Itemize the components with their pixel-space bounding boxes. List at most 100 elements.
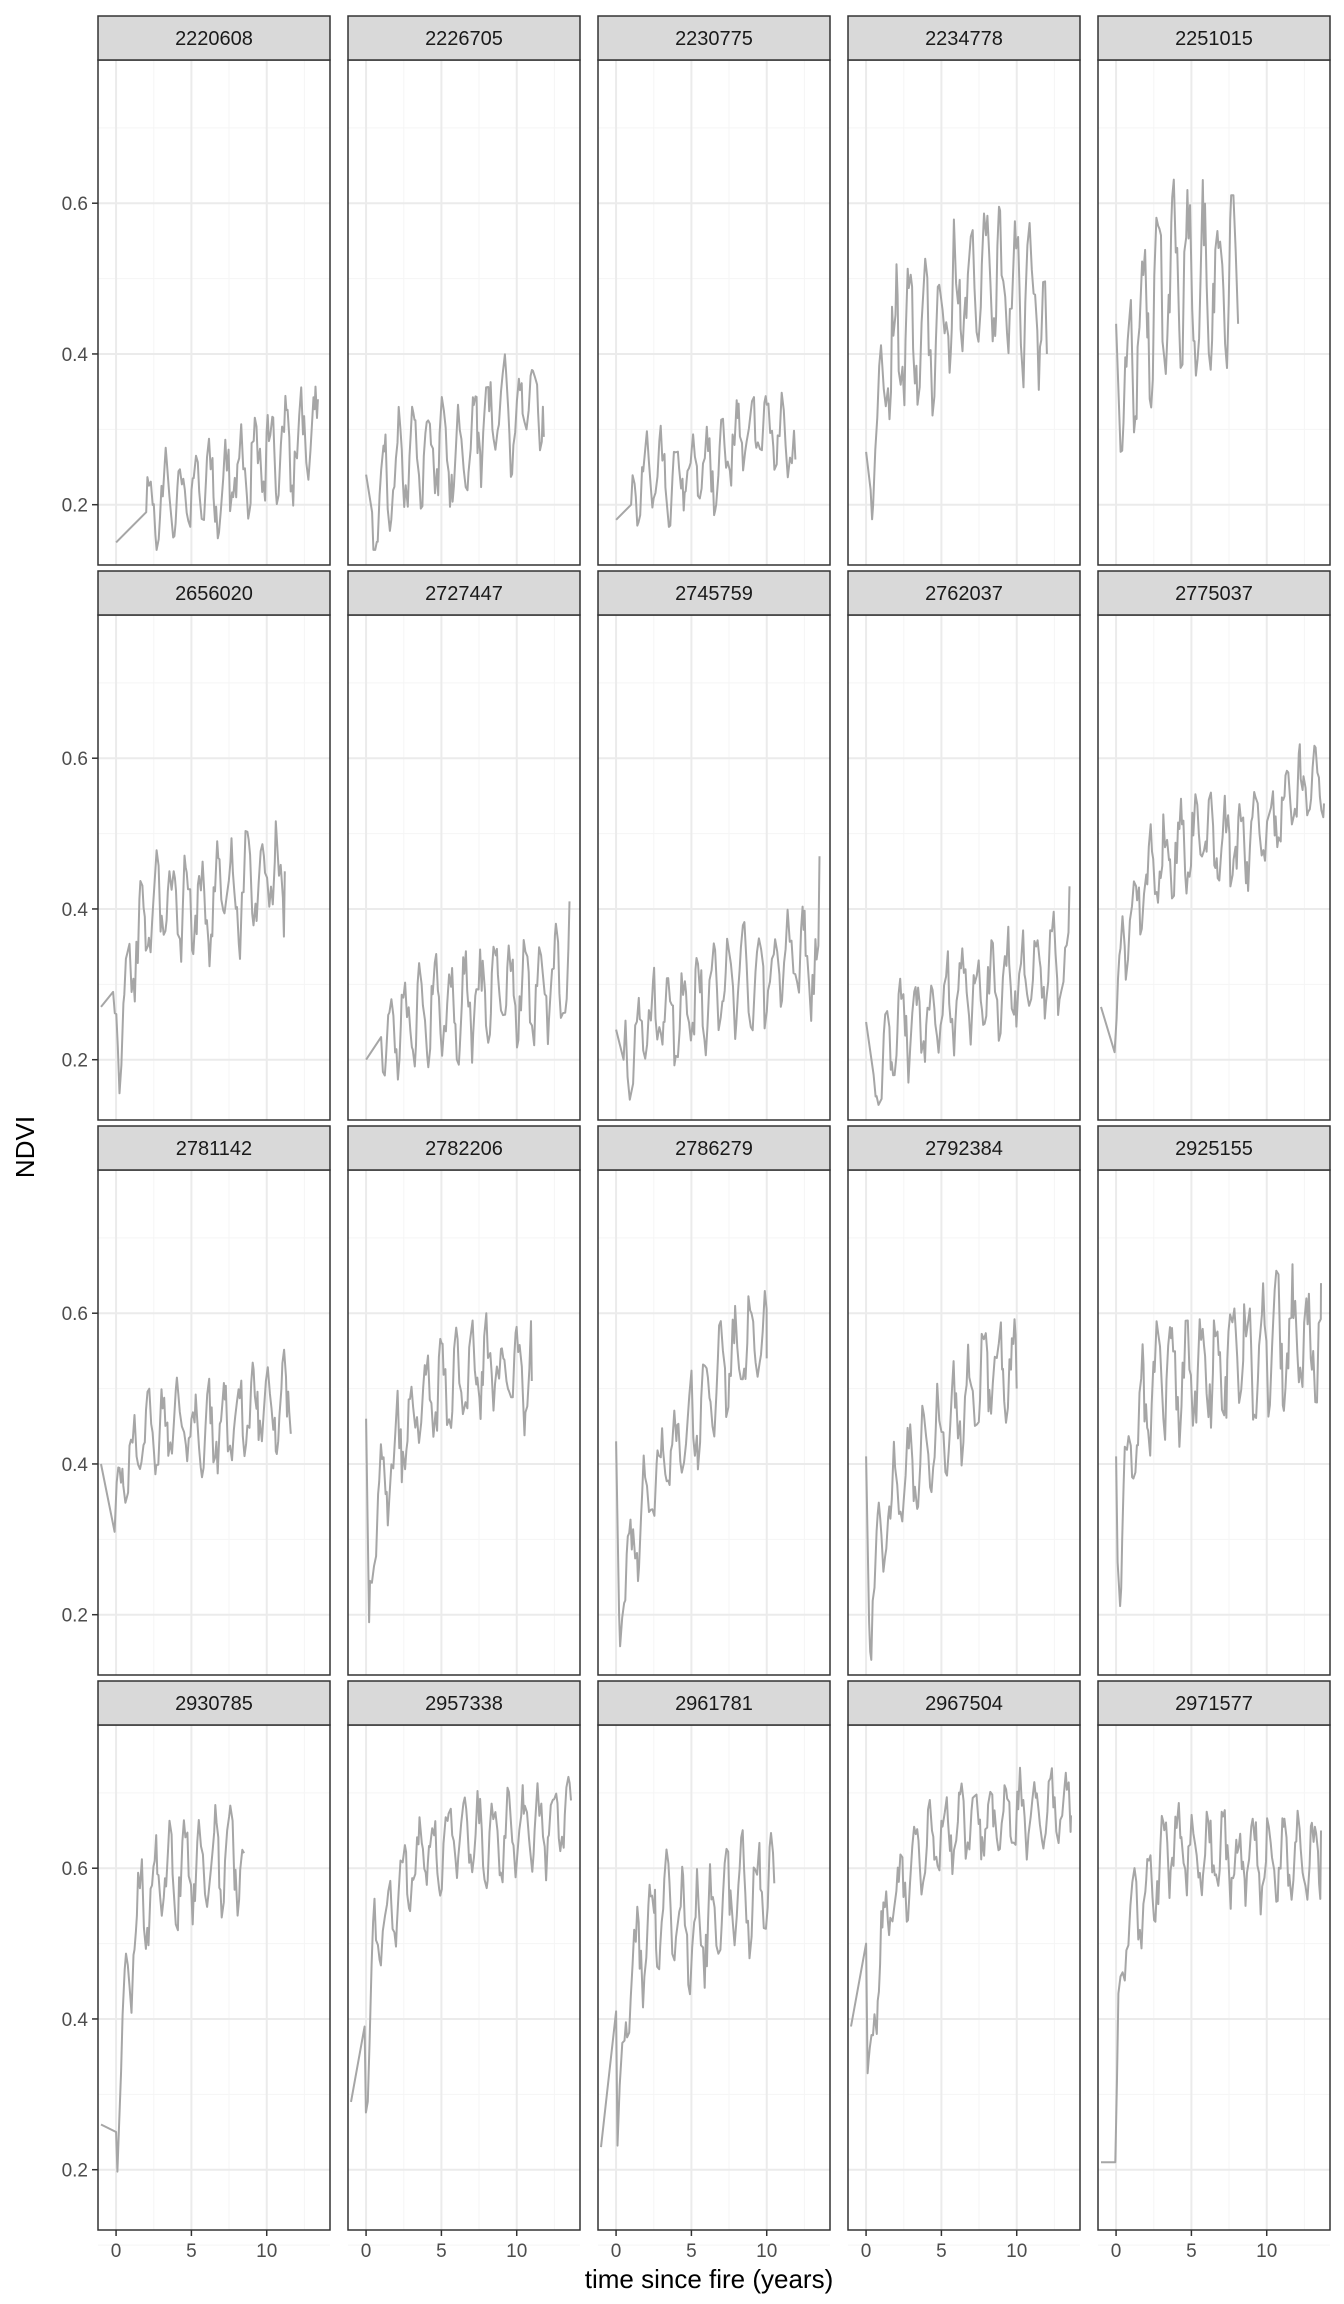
facet-strip-label: 2930785 (175, 1693, 253, 1715)
facet-strip-label: 2961781 (675, 1693, 753, 1715)
y-tick-label: 0.6 (62, 749, 88, 770)
x-tick-label: 10 (1256, 2241, 1277, 2262)
series-line-2786279 (615, 1290, 768, 1648)
facet-strip (1097, 1680, 1331, 1726)
y-tick-label: 0.2 (62, 2161, 88, 2182)
facet-panel-2234778: 2234778 (847, 15, 1081, 581)
series-line-2792384 (865, 1318, 1018, 1661)
x-tick-label: 0 (111, 2241, 122, 2262)
facet-panel-2967504: 2967504 0 5 10 (847, 1680, 1081, 2262)
facet-strip-label: 2762037 (925, 583, 1003, 605)
panel-background (348, 60, 580, 565)
panel-background (348, 615, 580, 1120)
series-line-2762037 (865, 886, 1071, 1106)
facet-panel-2961781: 2961781 0 5 10 (597, 1680, 831, 2262)
panel-background (98, 1725, 330, 2230)
series-line-2782206 (365, 1312, 533, 1624)
y-tick-label: 0.6 (62, 1859, 88, 1880)
facet-panel-2727447: 2727447 (347, 570, 581, 1136)
x-tick-label: 10 (506, 2241, 527, 2262)
facet-strip (597, 15, 831, 61)
panel-background (1098, 1170, 1330, 1675)
panel-background (598, 1725, 830, 2230)
facet-strip (347, 1125, 581, 1171)
facet-strip-label: 2925155 (1175, 1138, 1253, 1160)
x-tick-label: 10 (756, 2241, 777, 2262)
facet-strip (847, 570, 1081, 616)
x-tick-label: 5 (686, 2241, 697, 2262)
facet-panel-2786279: 2786279 (597, 1125, 831, 1691)
series-line-2251015 (1115, 178, 1240, 453)
series-line-2781142 (100, 1348, 292, 1533)
facet-panel-2782206: 2782206 (347, 1125, 581, 1691)
facet-panel-2925155: 2925155 (1097, 1125, 1331, 1691)
facet-strip (847, 1680, 1081, 1726)
facet-panel-2971577: 2971577 0 5 10 (1097, 1680, 1331, 2262)
y-tick-label: 0.6 (62, 194, 88, 215)
series-line-2656020 (100, 820, 286, 1095)
panel-background (1098, 615, 1330, 1120)
facet-strip-label: 2226705 (425, 28, 503, 50)
facet-panel-2220608: 2220608 0.2 0.4 0.6 (62, 15, 331, 581)
series-line-2961781 (600, 1829, 776, 2148)
facet-strip (347, 1680, 581, 1726)
facet-strip-label: 2656020 (175, 583, 253, 605)
facet-strip (1097, 1125, 1331, 1171)
facet-strip-label: 2220608 (175, 28, 253, 50)
facet-panel-2792384: 2792384 (847, 1125, 1081, 1691)
series-line-2930785 (100, 1804, 245, 2173)
facet-strip-label: 2792384 (925, 1138, 1003, 1160)
y-tick-label: 0.6 (62, 1304, 88, 1325)
series-line-2775037 (1100, 743, 1325, 1054)
facet-strip-label: 2967504 (925, 1693, 1003, 1715)
series-line-2234778 (865, 205, 1048, 521)
series-line-2727447 (365, 901, 571, 1081)
panel-background (98, 1170, 330, 1675)
x-tick-label: 5 (936, 2241, 947, 2262)
y-tick-label: 0.4 (62, 2010, 89, 2031)
facet-panel-2230775: 2230775 (597, 15, 831, 581)
facet-strip-label: 2786279 (675, 1138, 753, 1160)
facet-strip (97, 15, 331, 61)
panel-background (598, 615, 830, 1120)
panel-background (598, 60, 830, 565)
panels-layer: 2220608 0.2 0.4 0.6 2226705 2230775 2234778 225… (62, 15, 1331, 2262)
facet-strip (847, 15, 1081, 61)
facet-strip (347, 570, 581, 616)
facet-strip-label: 2781142 (176, 1138, 252, 1160)
facet-panel-2775037: 2775037 (1097, 570, 1331, 1136)
x-tick-label: 10 (256, 2241, 277, 2262)
x-tick-label: 5 (186, 2241, 197, 2262)
x-tick-label: 0 (611, 2241, 622, 2262)
facet-strip-label: 2230775 (675, 28, 753, 50)
facet-strip-label: 2775037 (1175, 583, 1253, 605)
x-tick-label: 0 (361, 2241, 372, 2262)
x-tick-label: 10 (1006, 2241, 1027, 2262)
facet-panel-2745759: 2745759 (597, 570, 831, 1136)
facet-strip (97, 1125, 331, 1171)
series-line-2957338 (350, 1775, 572, 2114)
series-line-2745759 (615, 856, 821, 1101)
facet-strip-label: 2234778 (925, 28, 1003, 50)
panel-background (98, 615, 330, 1120)
facet-strip (1097, 570, 1331, 616)
x-tick-label: 0 (1111, 2241, 1122, 2262)
facet-panel-2656020: 2656020 0.2 0.4 0.6 (62, 570, 331, 1136)
y-tick-label: 0.2 (62, 496, 88, 517)
facet-strip (597, 1125, 831, 1171)
facet-strip-label: 2251015 (1175, 28, 1253, 50)
series-line-2971577 (1101, 1802, 1322, 2164)
facet-strip-label: 2971577 (1175, 1693, 1253, 1715)
facet-strip (597, 570, 831, 616)
facet-strip (97, 570, 331, 616)
facet-strip-label: 2782206 (425, 1138, 503, 1160)
panel-background (1098, 1725, 1330, 2230)
facet-strip-label: 2727447 (425, 583, 503, 605)
y-tick-label: 0.4 (62, 900, 89, 921)
y-axis-title: NDVI (10, 1116, 40, 1178)
series-line-2925155 (1115, 1263, 1322, 1608)
y-tick-label: 0.4 (62, 345, 89, 366)
y-tick-label: 0.2 (62, 1606, 88, 1627)
facet-panel-2781142: 2781142 0.2 0.4 0.6 (62, 1125, 331, 1691)
